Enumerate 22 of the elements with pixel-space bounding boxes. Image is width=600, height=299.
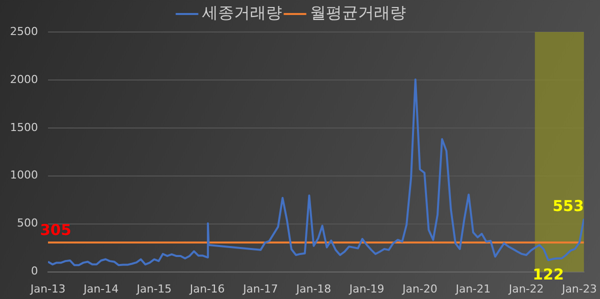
annotation: 553	[552, 197, 584, 216]
x-tick-label: Jan-18	[295, 282, 332, 296]
x-tick-label: Jan-16	[188, 282, 225, 296]
x-tick-label: Jan-13	[30, 282, 66, 296]
y-tick-label: 1500	[10, 120, 38, 134]
x-tick-label: Jan-23	[560, 282, 597, 296]
x-tick-label: Jan-21	[454, 282, 491, 296]
y-tick-label: 500	[16, 216, 38, 230]
y-tick-label: 2500	[10, 24, 38, 38]
x-tick-label: Jan-20	[401, 282, 438, 296]
x-tick-label: Jan-17	[242, 282, 278, 296]
annotation: 122	[532, 265, 564, 284]
y-tick-label: 1000	[10, 168, 38, 182]
y-tick-label: 0	[30, 264, 38, 278]
x-tick-label: Jan-14	[82, 282, 119, 296]
x-tick-label: Jan-19	[348, 282, 384, 296]
x-tick-label: Jan-22	[508, 282, 544, 296]
legend-label: 월평균거래량	[310, 3, 406, 22]
y-tick-label: 2000	[10, 72, 38, 86]
legend-label: 세종거래량	[202, 3, 282, 22]
x-tick-label: Jan-15	[136, 282, 172, 296]
annotation: 305	[40, 220, 72, 239]
